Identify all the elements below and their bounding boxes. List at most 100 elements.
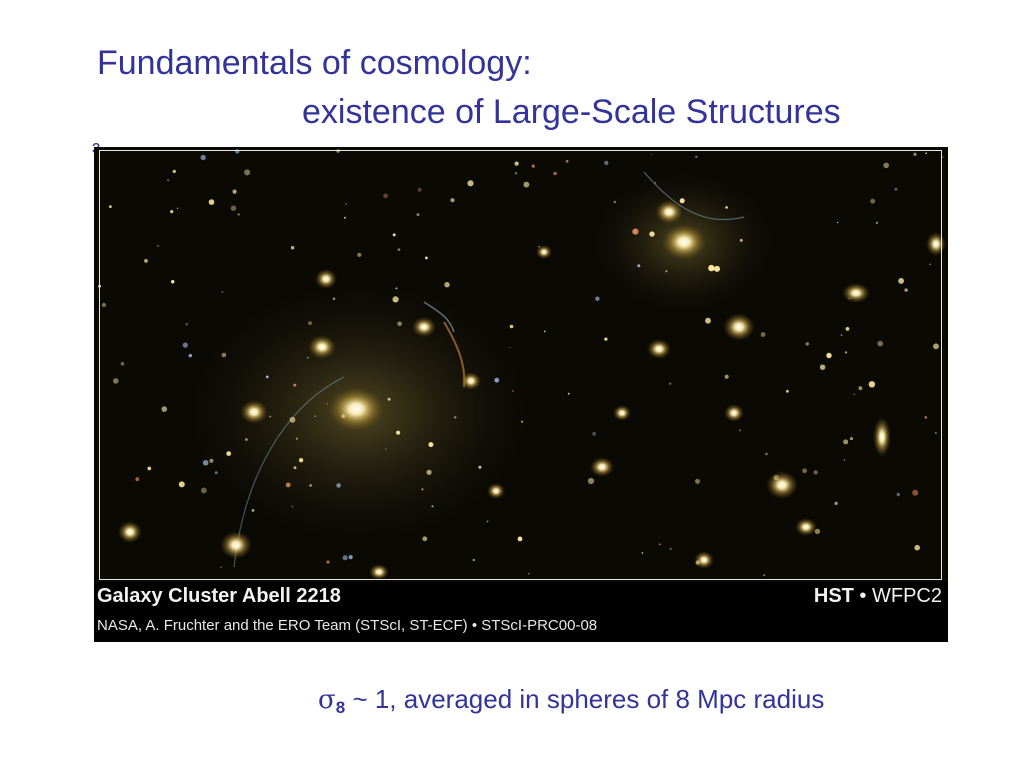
faint-galaxy bbox=[669, 382, 672, 385]
faint-galaxy bbox=[843, 459, 846, 461]
faint-galaxy bbox=[144, 259, 148, 263]
faint-galaxy bbox=[392, 233, 396, 237]
faint-galaxy bbox=[883, 162, 889, 169]
faint-galaxy bbox=[543, 330, 546, 333]
galaxy-blob bbox=[613, 405, 631, 421]
faint-galaxy bbox=[925, 152, 927, 154]
faint-galaxy bbox=[172, 169, 176, 174]
image-caption-instrument: HST • WFPC2 bbox=[814, 585, 942, 608]
sigma8-statement: σ8 ~ 1, averaged in spheres of 8 Mpc rad… bbox=[318, 684, 824, 718]
faint-galaxy bbox=[705, 317, 711, 324]
faint-galaxy bbox=[202, 460, 209, 466]
galaxy-blob bbox=[461, 372, 481, 390]
faint-galaxy bbox=[724, 374, 729, 379]
faint-galaxy bbox=[185, 323, 188, 326]
faint-galaxy bbox=[494, 377, 500, 383]
galaxy-field bbox=[94, 147, 948, 582]
faint-galaxy bbox=[813, 470, 818, 475]
sigma-symbol: σ bbox=[318, 685, 336, 715]
faint-galaxy bbox=[392, 296, 399, 303]
faint-galaxy bbox=[604, 337, 608, 341]
faint-galaxy bbox=[924, 416, 927, 419]
faint-galaxy bbox=[840, 334, 843, 336]
image-caption-title: Galaxy Cluster Abell 2218 bbox=[97, 585, 341, 607]
faint-galaxy bbox=[914, 544, 920, 551]
faint-galaxy bbox=[912, 489, 919, 496]
faint-galaxy bbox=[514, 172, 518, 175]
faint-galaxy bbox=[178, 481, 185, 488]
faint-galaxy bbox=[101, 302, 106, 308]
faint-galaxy bbox=[336, 483, 341, 488]
galaxy-blob bbox=[369, 564, 389, 580]
faint-galaxy bbox=[309, 484, 312, 487]
faint-galaxy bbox=[592, 432, 596, 436]
image-caption-credit: NASA, A. Fruchter and the ERO Team (STSc… bbox=[97, 617, 598, 634]
faint-galaxy bbox=[509, 324, 514, 329]
faint-galaxy bbox=[417, 187, 422, 192]
faint-galaxy bbox=[220, 566, 222, 568]
faint-galaxy bbox=[739, 238, 743, 242]
galaxy-blob bbox=[308, 335, 336, 359]
galaxy-blob bbox=[724, 404, 744, 422]
faint-galaxy bbox=[765, 452, 768, 456]
faint-galaxy bbox=[232, 189, 237, 194]
faint-galaxy bbox=[486, 520, 489, 523]
galaxy-blob bbox=[723, 313, 755, 341]
image-frame bbox=[99, 150, 942, 580]
faint-galaxy bbox=[265, 375, 269, 379]
faint-galaxy bbox=[786, 389, 789, 393]
faint-galaxy bbox=[528, 573, 530, 575]
faint-galaxy bbox=[512, 390, 514, 392]
slide-title-line2: existence of Large-Scale Structures bbox=[302, 93, 841, 131]
faint-galaxy bbox=[397, 248, 401, 251]
caption-separator: • bbox=[853, 585, 872, 607]
faint-galaxy bbox=[904, 288, 908, 292]
faint-galaxy bbox=[135, 477, 140, 482]
faint-galaxy bbox=[637, 264, 641, 268]
faint-galaxy bbox=[428, 442, 434, 448]
faint-galaxy bbox=[293, 383, 297, 387]
galaxy-blob bbox=[590, 457, 614, 477]
faint-galaxy bbox=[314, 415, 317, 418]
faint-galaxy bbox=[708, 264, 715, 272]
faint-galaxy bbox=[853, 393, 856, 396]
faint-galaxy bbox=[725, 206, 728, 209]
faint-galaxy bbox=[739, 429, 741, 432]
faint-galaxy bbox=[843, 439, 849, 445]
faint-galaxy bbox=[913, 152, 917, 156]
faint-galaxy bbox=[509, 346, 511, 348]
faint-galaxy bbox=[416, 213, 420, 217]
galaxy-blob bbox=[240, 400, 268, 424]
faint-galaxy bbox=[658, 543, 661, 546]
faint-galaxy bbox=[342, 555, 348, 561]
faint-galaxy bbox=[171, 280, 175, 284]
faint-galaxy bbox=[326, 560, 330, 564]
faint-galaxy bbox=[802, 468, 807, 474]
faint-galaxy bbox=[200, 487, 207, 494]
faint-galaxy bbox=[425, 256, 428, 260]
faint-galaxy bbox=[230, 205, 237, 211]
faint-galaxy bbox=[649, 231, 655, 237]
faint-galaxy bbox=[868, 381, 876, 388]
faint-galaxy bbox=[307, 356, 309, 359]
faint-galaxy bbox=[348, 555, 353, 560]
faint-galaxy bbox=[237, 213, 240, 216]
faint-galaxy bbox=[669, 547, 672, 550]
faint-galaxy bbox=[291, 505, 294, 508]
faint-galaxy bbox=[396, 430, 401, 435]
faint-galaxy bbox=[426, 469, 432, 475]
galaxy-blob bbox=[662, 224, 706, 260]
faint-galaxy bbox=[472, 558, 475, 562]
faint-galaxy bbox=[848, 297, 851, 300]
faint-galaxy bbox=[161, 406, 168, 412]
instrument-label: WFPC2 bbox=[872, 585, 942, 607]
faint-galaxy bbox=[221, 291, 224, 293]
faint-galaxy bbox=[665, 270, 668, 273]
faint-galaxy bbox=[326, 403, 328, 405]
faint-galaxy bbox=[421, 488, 424, 491]
faint-galaxy bbox=[208, 199, 215, 205]
faint-galaxy bbox=[109, 205, 112, 208]
faint-galaxy bbox=[221, 352, 227, 358]
faint-galaxy bbox=[896, 492, 900, 497]
faint-galaxy bbox=[176, 207, 179, 209]
